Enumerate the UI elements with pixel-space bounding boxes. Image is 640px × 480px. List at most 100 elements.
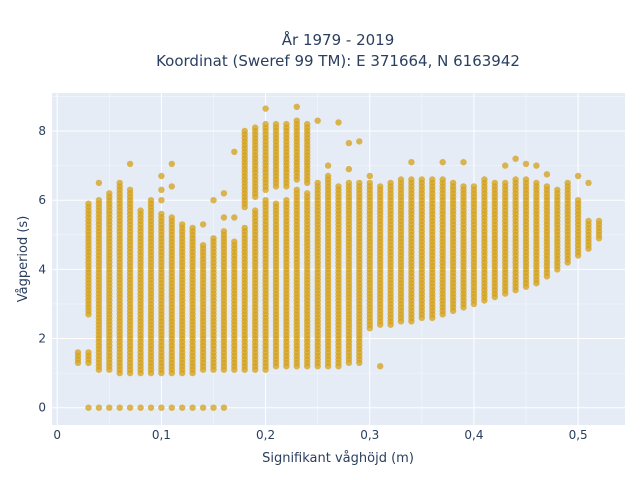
data-point xyxy=(158,197,165,204)
data-point xyxy=(189,404,196,411)
data-point xyxy=(533,179,540,187)
data-point xyxy=(460,183,467,190)
data-point xyxy=(491,179,498,187)
data-point xyxy=(210,235,217,242)
y-tick-label: 2 xyxy=(38,332,46,346)
data-point xyxy=(168,404,175,411)
data-point xyxy=(220,404,228,411)
x-tick-label: 0,5 xyxy=(569,428,588,442)
data-point xyxy=(147,197,155,204)
data-point xyxy=(429,176,436,183)
y-tick-label: 4 xyxy=(38,262,46,276)
data-point xyxy=(356,179,363,187)
data-point xyxy=(522,176,530,183)
data-point xyxy=(106,190,113,197)
data-point xyxy=(85,404,92,411)
data-point xyxy=(168,214,175,221)
data-point xyxy=(502,162,509,169)
data-point xyxy=(158,210,165,218)
data-point xyxy=(345,139,353,147)
x-tick-label: 0,1 xyxy=(152,428,171,442)
data-point xyxy=(199,404,207,411)
y-axis-label: Vågperiod (s) xyxy=(16,216,31,303)
data-point xyxy=(512,155,519,162)
data-point xyxy=(304,190,311,197)
data-point xyxy=(210,404,217,411)
data-point xyxy=(74,349,82,356)
y-axis-ticks: 0 2 4 6 8 xyxy=(38,124,46,415)
data-point xyxy=(397,176,405,183)
data-point xyxy=(564,179,571,187)
data-point xyxy=(189,224,196,232)
data-point xyxy=(262,197,269,204)
data-point xyxy=(377,183,384,190)
data-point xyxy=(179,404,186,411)
data-point xyxy=(439,159,446,166)
data-point xyxy=(116,179,123,187)
data-point xyxy=(262,105,269,112)
data-point xyxy=(95,179,103,187)
data-point xyxy=(262,120,269,128)
data-point xyxy=(95,404,103,411)
data-point xyxy=(272,200,280,207)
data-point xyxy=(595,217,603,225)
data-point xyxy=(210,197,217,204)
x-axis-ticks: 0 0,1 0,2 0,3 0,4 0,5 xyxy=(53,428,587,442)
data-point xyxy=(554,186,561,193)
data-point xyxy=(293,117,300,124)
data-point xyxy=(126,186,134,193)
data-point xyxy=(241,224,248,232)
data-point xyxy=(502,179,509,187)
x-tick-label: 0 xyxy=(53,428,61,442)
data-point xyxy=(543,183,551,190)
data-point xyxy=(95,197,103,204)
data-point xyxy=(199,221,207,228)
data-point xyxy=(314,117,321,124)
data-point xyxy=(324,162,332,169)
data-point xyxy=(158,186,165,193)
data-point xyxy=(158,172,165,180)
data-point xyxy=(512,176,519,183)
data-point xyxy=(418,176,425,183)
data-point xyxy=(168,160,175,168)
data-point xyxy=(345,179,353,187)
data-point xyxy=(85,200,92,207)
data-point xyxy=(231,238,238,245)
data-point xyxy=(366,172,373,180)
data-point xyxy=(335,119,342,126)
chart-title: År 1979 - 2019 xyxy=(282,30,395,49)
x-axis-label: Signifikant våghöjd (m) xyxy=(262,451,414,466)
y-tick-label: 6 xyxy=(38,193,46,207)
x-tick-label: 0,4 xyxy=(464,428,483,442)
data-point xyxy=(387,179,394,187)
data-point xyxy=(147,404,155,411)
data-point xyxy=(366,179,373,187)
data-point xyxy=(335,183,342,190)
data-point xyxy=(168,183,175,190)
data-point xyxy=(449,179,457,187)
data-point xyxy=(116,404,123,411)
data-point xyxy=(220,190,228,197)
data-point xyxy=(304,120,311,128)
data-point xyxy=(137,404,144,411)
data-point xyxy=(179,221,186,228)
data-point xyxy=(158,404,165,411)
data-point xyxy=(252,207,259,214)
data-point xyxy=(199,242,207,249)
data-point xyxy=(377,363,384,370)
x-tick-label: 0,3 xyxy=(360,428,379,442)
data-point xyxy=(283,197,290,204)
data-point xyxy=(408,176,415,183)
data-point xyxy=(126,160,134,168)
data-point xyxy=(543,171,551,178)
data-point xyxy=(460,159,467,166)
data-point xyxy=(220,228,228,235)
data-points xyxy=(74,103,603,411)
data-point xyxy=(283,120,290,128)
data-point xyxy=(439,176,446,183)
data-point xyxy=(106,404,113,411)
data-point xyxy=(585,179,592,187)
chart-subtitle: Koordinat (Sweref 99 TM): E 371664, N 61… xyxy=(156,52,520,70)
